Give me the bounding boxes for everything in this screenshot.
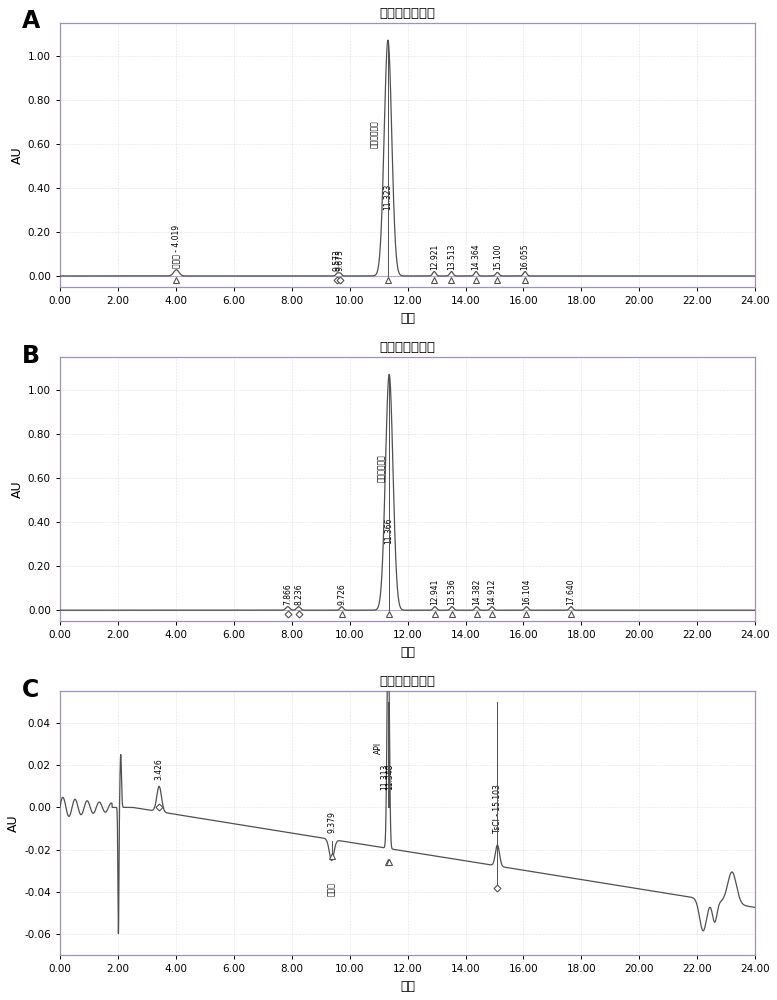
Text: 15.100: 15.100 <box>493 243 502 270</box>
Text: 13.536: 13.536 <box>448 579 457 605</box>
Text: 目标峰 - 4.019: 目标峰 - 4.019 <box>172 225 181 268</box>
X-axis label: 分钟: 分钟 <box>400 312 415 325</box>
Text: 12.921: 12.921 <box>430 244 439 270</box>
X-axis label: 分钟: 分钟 <box>400 646 415 659</box>
Text: 9.726: 9.726 <box>337 584 347 605</box>
Text: TsCl - 15.103: TsCl - 15.103 <box>493 784 502 833</box>
Text: 11.323: 11.323 <box>384 183 392 210</box>
Text: 邻甲基苯甲醉: 邻甲基苯甲醉 <box>370 120 378 148</box>
Text: 11.348: 11.348 <box>385 764 394 790</box>
X-axis label: 分钟: 分钟 <box>400 980 415 993</box>
Y-axis label: AU: AU <box>11 146 23 164</box>
Y-axis label: AU: AU <box>11 480 23 498</box>
Text: 17.640: 17.640 <box>566 579 576 605</box>
Text: 目标峰: 目标峰 <box>327 882 336 896</box>
Text: 9.379: 9.379 <box>327 811 336 833</box>
Text: 14.364: 14.364 <box>472 243 480 270</box>
Text: 8.236: 8.236 <box>294 584 303 605</box>
Text: 7.866: 7.866 <box>284 584 292 605</box>
Y-axis label: AU: AU <box>7 814 20 832</box>
Title: 自动标尺色谱图: 自动标尺色谱图 <box>380 675 436 688</box>
Title: 自动标尺色谱图: 自动标尺色谱图 <box>380 7 436 20</box>
Text: B: B <box>22 344 40 368</box>
Text: 9.573: 9.573 <box>332 249 341 271</box>
Text: 12.941: 12.941 <box>430 579 439 605</box>
Text: 邻甲基苯甲醉: 邻甲基苯甲醉 <box>377 455 386 482</box>
Text: 16.055: 16.055 <box>521 243 530 270</box>
Text: 9.675: 9.675 <box>336 249 345 271</box>
Text: 3.426: 3.426 <box>155 758 164 780</box>
Text: API: API <box>374 742 383 754</box>
Text: 14.382: 14.382 <box>472 579 481 605</box>
Title: 自动标尺色谱图: 自动标尺色谱图 <box>380 341 436 354</box>
Text: 14.912: 14.912 <box>487 579 497 605</box>
Text: A: A <box>22 9 40 33</box>
Text: C: C <box>22 678 39 702</box>
Text: 16.104: 16.104 <box>522 579 531 605</box>
Text: 11.313: 11.313 <box>381 764 389 790</box>
Text: 11.366: 11.366 <box>385 518 394 544</box>
Text: 13.513: 13.513 <box>447 243 456 270</box>
